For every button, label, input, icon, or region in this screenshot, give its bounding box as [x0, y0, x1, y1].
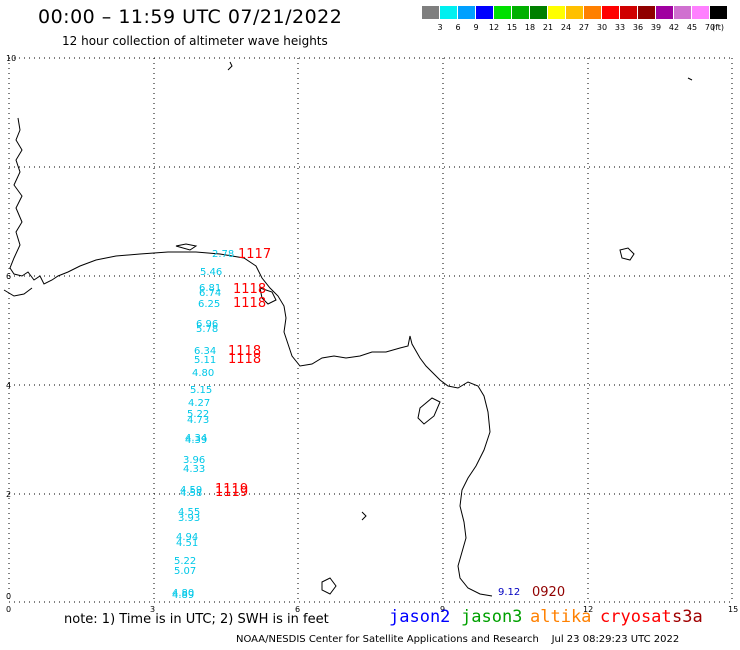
coastline [3, 61, 693, 597]
colorbar-swatch [638, 6, 655, 19]
time-label: 1118 [233, 282, 266, 297]
wave-height-label: 5.11 [194, 355, 216, 366]
wave-height-label: 4.89 [172, 590, 194, 601]
legend-cryosat: cryosat [600, 607, 672, 627]
wave-height-label: 4.80 [172, 588, 194, 599]
wave-height-label: 5.07 [174, 566, 196, 577]
wave-height-label: 5.15 [190, 385, 212, 396]
colorbar-label: 45 [686, 23, 698, 32]
wave-height-label: 4.27 [188, 398, 210, 409]
footnote: note: 1) Time is in UTC; 2) SWH is in fe… [64, 612, 329, 627]
time-label: 1118 [228, 344, 261, 359]
x-tick-3: 3 [150, 605, 155, 614]
colorbar-label: 15 [506, 23, 518, 32]
colorbar-swatch [674, 6, 691, 19]
colorbar-swatch [692, 6, 709, 19]
wave-height-label: 4.34 [185, 433, 207, 444]
colorbar-label: 6 [455, 23, 461, 32]
colorbar-label: 42 [668, 23, 680, 32]
colorbar-swatch [440, 6, 457, 19]
colorbar-swatch [656, 6, 673, 19]
colorbar-swatch [494, 6, 511, 19]
time-label: 1117 [238, 247, 271, 262]
y-tick-2: 2 [6, 490, 11, 499]
wave-height-label: 4.80 [192, 368, 214, 379]
page-subtitle: 12 hour collection of altimeter wave hei… [62, 34, 328, 48]
legend-s3a: s3a [672, 607, 703, 627]
colorbar-label: 9 [473, 23, 479, 32]
colorbar-swatch [584, 6, 601, 19]
x-tick-15: 15 [728, 605, 738, 614]
colorbar-label: 27 [578, 23, 590, 32]
wave-height-label: 9.12 [498, 587, 520, 598]
colorbar-swatch [548, 6, 565, 19]
wave-height-label: 4.73 [187, 415, 209, 426]
wave-height-label: 3.93 [178, 513, 200, 524]
colorbar-label: 33 [614, 23, 626, 32]
time-label: 0920 [532, 585, 565, 600]
colorbar-label: 3 [437, 23, 443, 32]
colorbar-unit: (ft) [712, 23, 725, 32]
colorbar-swatch [530, 6, 547, 19]
wave-height-label: 3.96 [183, 455, 205, 466]
page-title: 00:00 – 11:59 UTC 07/21/2022 [38, 6, 343, 28]
wave-height-label: 5.46 [200, 267, 222, 278]
wave-height-label: 5.22 [174, 556, 196, 567]
wave-height-label: 4.59 [180, 485, 202, 496]
colorbar-swatch [620, 6, 637, 19]
wave-height-label: 4.58 [180, 488, 202, 499]
colorbar-label: 39 [650, 23, 662, 32]
colorbar-swatch [602, 6, 619, 19]
colorbar-swatch [710, 6, 727, 19]
time-label: 1118 [228, 352, 261, 367]
colorbar-label: 12 [488, 23, 500, 32]
time-label: 1118 [233, 296, 266, 311]
colorbar-label: 21 [542, 23, 554, 32]
wave-height-label: 6.81 [199, 283, 221, 294]
y-tick-10: 10 [6, 54, 16, 63]
colorbar-label: 24 [560, 23, 572, 32]
x-tick-9: 9 [440, 605, 445, 614]
x-tick-0: 0 [6, 605, 11, 614]
x-tick-12: 12 [583, 605, 593, 614]
wave-height-label: 6.74 [199, 288, 221, 299]
y-tick-0: 0 [6, 592, 11, 601]
colorbar-label: 18 [524, 23, 536, 32]
wave-height-label: 4.94 [176, 532, 198, 543]
wave-height-label: 2.78 [212, 249, 234, 260]
time-label: 1119 [215, 485, 248, 500]
legend-altika: altika [530, 607, 592, 627]
colorbar-swatch [458, 6, 475, 19]
grid [8, 57, 733, 603]
y-tick-4: 4 [6, 381, 11, 390]
wave-height-label: 5.22 [187, 409, 209, 420]
y-tick-6: 6 [6, 272, 11, 281]
x-tick-6: 6 [295, 605, 300, 614]
colorbar-swatch [422, 6, 439, 19]
colorbar-label: 36 [632, 23, 644, 32]
colorbar-swatch [476, 6, 493, 19]
wave-height-label: 4.51 [176, 538, 198, 549]
wave-height-label: 4.55 [178, 507, 200, 518]
legend-jason2: jason2 [389, 607, 451, 627]
colorbar-label: 30 [596, 23, 608, 32]
wave-height-label: 4.33 [183, 464, 205, 475]
wave-height-label: 4.39 [185, 435, 207, 446]
legend-jason3: jason3 [461, 607, 523, 627]
wave-height-label: 5.78 [196, 324, 218, 335]
wave-height-label: 6.96 [196, 319, 218, 330]
colorbar-swatch [512, 6, 529, 19]
time-label: 1119 [215, 482, 248, 497]
colorbar-swatch [566, 6, 583, 19]
wave-height-label: 6.25 [198, 299, 220, 310]
credit-line: NOAA/NESDIS Center for Satellite Applica… [236, 634, 680, 645]
wave-height-label: 6.34 [194, 346, 216, 357]
colorbar-label: 70 [704, 23, 716, 32]
